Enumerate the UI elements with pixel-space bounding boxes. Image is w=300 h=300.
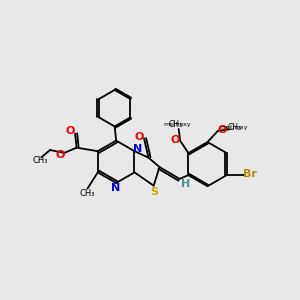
Text: O: O — [56, 150, 65, 160]
Text: N: N — [133, 144, 142, 154]
Text: CH₃: CH₃ — [32, 156, 47, 165]
Text: CH₃: CH₃ — [169, 120, 183, 129]
Text: methoxy: methoxy — [220, 125, 248, 130]
Text: CH₃: CH₃ — [227, 122, 242, 131]
Text: O: O — [66, 126, 75, 136]
Text: O: O — [217, 125, 226, 135]
Text: H: H — [182, 179, 191, 189]
Text: O: O — [134, 132, 143, 142]
Text: CH₃: CH₃ — [80, 189, 95, 198]
Text: N: N — [111, 183, 121, 193]
Text: Br: Br — [243, 169, 257, 179]
Text: S: S — [151, 187, 158, 196]
Text: O: O — [171, 135, 180, 145]
Text: methoxy: methoxy — [164, 122, 191, 127]
